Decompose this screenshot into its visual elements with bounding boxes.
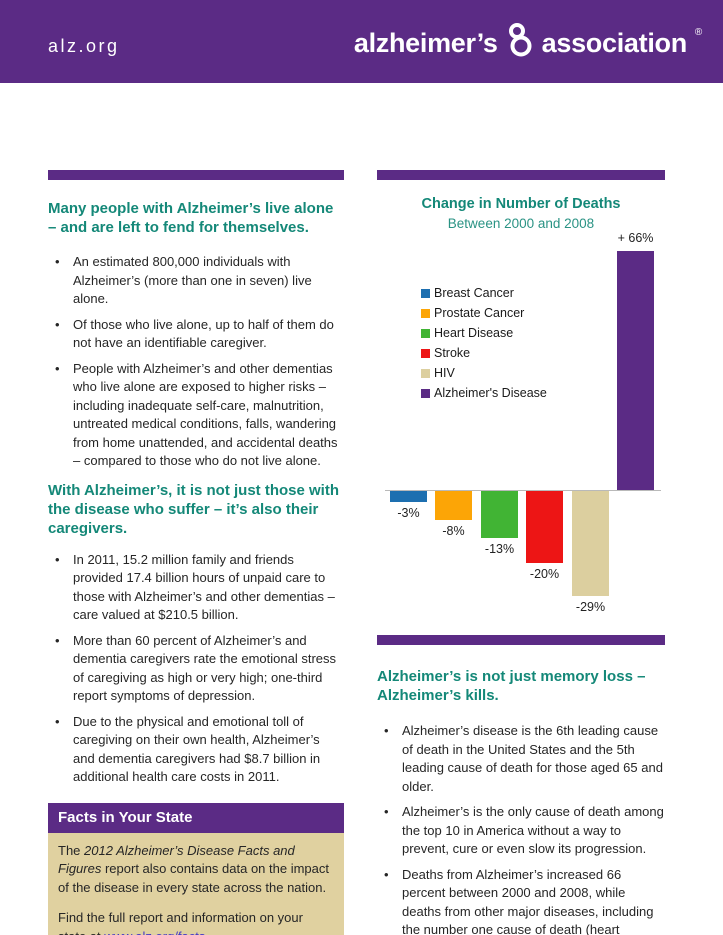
right-top-rule (377, 170, 665, 180)
legend-label: Alzheimer's Disease (434, 386, 547, 400)
legend-item: Prostate Cancer (421, 303, 547, 323)
list-item: Alzheimer’s disease is the 6th leading c… (377, 722, 665, 796)
legend-item: Stroke (421, 343, 547, 363)
chart-subtitle: Between 2000 and 2008 (447, 216, 595, 231)
legend-item: Alzheimer's Disease (421, 383, 547, 403)
chart-legend: Breast Cancer Prostate Cancer Heart Diseas… (421, 283, 547, 403)
alz-facts-link[interactable]: www.alz.org/facts (104, 929, 205, 935)
legend-item: Breast Cancer (421, 283, 547, 303)
legend-label: Breast Cancer (434, 286, 514, 300)
bar-hiv (572, 491, 609, 596)
right-column: Change in Number of Deaths Between 2000 … (377, 170, 665, 935)
registered-mark: ® (694, 27, 702, 38)
bar-value-label: + 66% (617, 231, 654, 245)
chart-plot: Breast Cancer Prostate Cancer Heart Diseas… (377, 231, 665, 629)
brand-logo: alzheimer’s association ® (353, 22, 702, 65)
left-top-rule (48, 170, 344, 180)
list-item: Of those who live alone, up to half of t… (48, 316, 344, 353)
chart-bottom-rule (377, 635, 665, 645)
site-url: alz.org (48, 36, 120, 56)
state-box-body: The 2012 Alzheimer’s Disease Facts and F… (48, 832, 344, 935)
legend-label: HIV (434, 366, 455, 380)
list-item: Deaths from Alzheimer’s increased 66 per… (377, 866, 665, 935)
legend-label: Heart Disease (434, 326, 514, 340)
bar-prostate-cancer (435, 491, 472, 520)
legend-label: Stroke (434, 346, 471, 360)
state-box-title: Facts in Your State (48, 802, 344, 833)
live-alone-bullets: An estimated 800,000 individuals with Al… (48, 253, 344, 471)
list-item: Alzheimer’s is the only cause of death a… (377, 803, 665, 859)
heading-caregivers: With Alzheimer’s, it is not just those w… (48, 481, 339, 537)
list-item: An estimated 800,000 individuals with Al… (48, 253, 344, 309)
legend-item: HIV (421, 363, 547, 383)
legend-swatch (421, 308, 430, 318)
bar-value-label: -8% (442, 524, 465, 538)
report-title-italic: 2012 Alzheimer’s Disease Facts and Figur… (58, 842, 295, 877)
chart-title: Change in Number of Deaths (421, 196, 621, 212)
left-column: Many people with Alzheimer’s live alone … (48, 170, 344, 935)
bar-value-label: -13% (484, 542, 515, 556)
legend-swatch (421, 288, 430, 298)
chart-baseline (385, 490, 661, 491)
caregivers-bullets: In 2011, 15.2 million family and friends… (48, 551, 344, 787)
heading-memory-loss: Alzheimer’s is not just memory loss – Al… (377, 668, 646, 704)
state-box-find-paragraph: Find the full report and information on … (58, 909, 334, 935)
legend-swatch (421, 368, 430, 378)
legend-swatch (421, 348, 430, 358)
brand-left-text: alzheimer’s (353, 28, 498, 58)
list-item: More than 60 percent of Alzheimer’s and … (48, 632, 344, 706)
list-item: Due to the physical and emotional toll o… (48, 713, 344, 787)
bar-value-label: -3% (397, 506, 420, 520)
facts-in-your-state-box: Facts in Your State The 2012 Alzheimer’s… (48, 802, 344, 935)
list-item: In 2011, 15.2 million family and friends… (48, 551, 344, 625)
alzheimers-ribbon-icon (505, 22, 535, 65)
bar-alzheimer-s-disease (617, 251, 654, 490)
bar-value-label: -29% (575, 600, 606, 614)
bar-breast-cancer (390, 491, 427, 502)
bar-heart-disease (481, 491, 518, 538)
list-item: People with Alzheimer’s and other dement… (48, 360, 344, 471)
kills-bullets: Alzheimer’s disease is the 6th leading c… (377, 722, 665, 935)
legend-label: Prostate Cancer (434, 306, 525, 320)
legend-item: Heart Disease (421, 323, 547, 343)
brand-right-text: association (541, 28, 688, 58)
masthead: alz.org alzheimer’s association ® (0, 0, 723, 83)
bar-value-label: -20% (529, 567, 560, 581)
legend-swatch (421, 388, 430, 398)
state-box-paragraph: The 2012 Alzheimer’s Disease Facts and F… (58, 842, 329, 895)
bar-stroke (526, 491, 563, 563)
heading-live-alone: Many people with Alzheimer’s live alone … (48, 200, 334, 236)
legend-swatch (421, 328, 430, 338)
